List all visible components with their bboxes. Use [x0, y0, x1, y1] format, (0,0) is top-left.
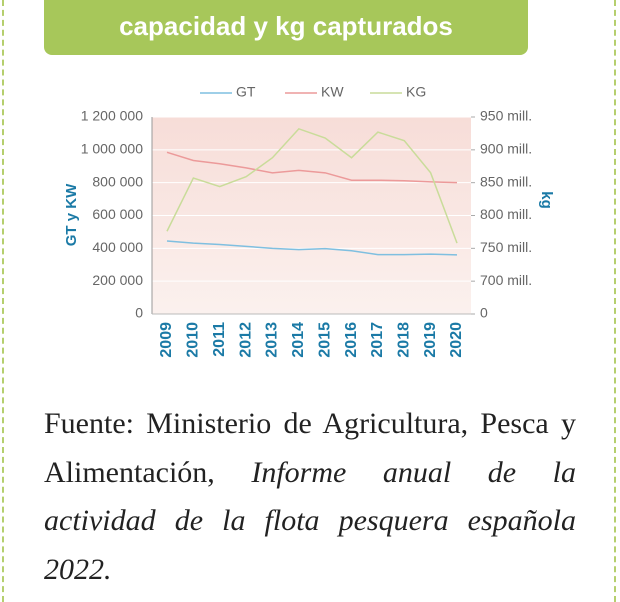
dashed-border [2, 0, 4, 602]
chart: 0 200 000 400 000 600 000 800 000 1 000 000 1 … [63, 84, 555, 358]
y-tick-label: 400 000 [92, 239, 143, 255]
y-tick-label: 200 000 [92, 272, 143, 288]
x-tick-label: 2017 [369, 322, 386, 358]
x-tick-label: 2011 [211, 322, 228, 357]
x-tick-label: 2013 [264, 322, 281, 358]
legend-label: GT [236, 84, 256, 100]
y2-axis-label: kg [538, 191, 555, 209]
x-tick-label: 2010 [185, 322, 202, 358]
x-tick-label: 2015 [316, 322, 333, 358]
dashed-border [614, 0, 616, 602]
x-tick-label: 2009 [158, 322, 175, 358]
y-tick-label: 0 [135, 305, 143, 321]
y2-tick-label: 0 [480, 305, 488, 321]
y-tick-label: 800 000 [92, 173, 143, 189]
y2-tick-label: 700 mill. [480, 272, 532, 288]
y-tick-label: 1 000 000 [81, 141, 143, 157]
x-tick-label: 2014 [290, 322, 307, 358]
source-note: Fuente: Ministerio de Agricultura, Pesca… [44, 400, 576, 594]
x-tick-label: 2012 [237, 322, 254, 358]
y2-tick-label: 750 mill. [480, 239, 532, 255]
y2-tick-label: 900 mill. [480, 141, 532, 157]
y2-tick-label: 950 mill. [480, 108, 532, 124]
series-line [166, 240, 458, 256]
source-title: Informe anual de la actividad de la flot… [44, 455, 577, 586]
source-text: Fuente: Ministerio de Agricultura, Pesca… [44, 407, 576, 489]
legend-label: KG [406, 84, 426, 100]
y-tick-label: 1 200 000 [81, 108, 143, 124]
x-tick-label: 2020 [448, 322, 465, 358]
series-line [166, 127, 458, 244]
y-axis-label: GT y KW [63, 183, 80, 246]
x-tick-label: 2018 [395, 322, 412, 358]
y2-tick-label: 800 mill. [480, 206, 532, 222]
x-tick-label: 2016 [343, 322, 360, 358]
y2-tick-label: 850 mill. [480, 173, 532, 189]
x-tick-label: 2019 [422, 322, 439, 358]
series-line [166, 151, 458, 184]
y-tick-label: 600 000 [92, 206, 143, 222]
banner-title: capacidad y kg capturados [44, 0, 528, 55]
legend-label: KW [321, 84, 344, 100]
